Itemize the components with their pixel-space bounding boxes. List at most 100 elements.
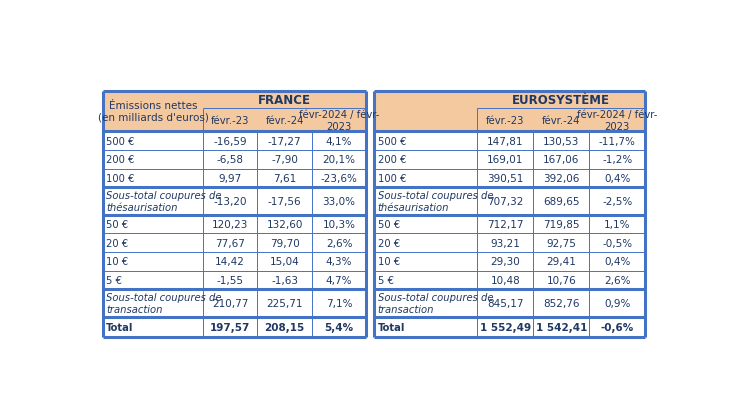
Bar — [374, 91, 645, 132]
Text: 689,65: 689,65 — [543, 197, 580, 207]
Bar — [103, 252, 366, 271]
Text: Émissions nettes
(en milliards d'euros): Émissions nettes (en milliards d'euros) — [98, 101, 208, 122]
Bar — [103, 290, 366, 317]
Bar — [103, 188, 366, 215]
Text: -23,6%: -23,6% — [320, 174, 358, 184]
Bar — [374, 234, 645, 252]
Text: 29,41: 29,41 — [546, 257, 576, 267]
Text: -1,63: -1,63 — [271, 275, 298, 285]
Text: 0,9%: 0,9% — [604, 298, 631, 308]
Text: 7,61: 7,61 — [273, 174, 296, 184]
Text: 167,06: 167,06 — [543, 155, 580, 165]
Text: Total: Total — [377, 322, 405, 332]
Text: 390,51: 390,51 — [487, 174, 523, 184]
Text: 0,4%: 0,4% — [604, 257, 631, 267]
Text: 5 €: 5 € — [377, 275, 393, 285]
Text: -11,7%: -11,7% — [599, 136, 636, 146]
Text: -1,55: -1,55 — [217, 275, 244, 285]
Text: févr-2024 / févr-
2023: févr-2024 / févr- 2023 — [577, 110, 658, 131]
Text: 707,32: 707,32 — [487, 197, 523, 207]
Text: -1,2%: -1,2% — [602, 155, 632, 165]
Bar — [374, 252, 645, 271]
Text: 33,0%: 33,0% — [323, 197, 356, 207]
Text: févr-2024 / févr-
2023: févr-2024 / févr- 2023 — [299, 110, 380, 131]
Text: 1,1%: 1,1% — [604, 219, 631, 229]
Bar — [374, 290, 645, 317]
Text: 132,60: 132,60 — [266, 219, 303, 229]
Text: 4,1%: 4,1% — [326, 136, 353, 146]
Text: 208,15: 208,15 — [264, 322, 305, 332]
Text: 197,57: 197,57 — [210, 322, 250, 332]
Text: 719,85: 719,85 — [543, 219, 580, 229]
Text: -0,5%: -0,5% — [602, 238, 632, 248]
Bar — [374, 151, 645, 169]
Bar — [103, 317, 366, 337]
Bar — [103, 271, 366, 290]
Text: févr.-23: févr.-23 — [211, 115, 250, 126]
Bar — [103, 132, 366, 151]
Text: févr.-24: févr.-24 — [266, 115, 304, 126]
Text: 130,53: 130,53 — [543, 136, 580, 146]
Text: 210,77: 210,77 — [212, 298, 248, 308]
Bar — [374, 132, 645, 151]
Text: 77,67: 77,67 — [215, 238, 245, 248]
Text: 20 €: 20 € — [107, 238, 128, 248]
Text: 169,01: 169,01 — [487, 155, 523, 165]
Text: 200 €: 200 € — [107, 155, 134, 165]
Text: 845,17: 845,17 — [487, 298, 523, 308]
Bar — [374, 317, 645, 337]
Text: -17,56: -17,56 — [268, 197, 301, 207]
Text: Sous-total coupures de
thésaurisation: Sous-total coupures de thésaurisation — [107, 191, 222, 212]
Text: 200 €: 200 € — [377, 155, 406, 165]
Text: FRANCE: FRANCE — [258, 94, 311, 107]
Text: 500 €: 500 € — [377, 136, 406, 146]
Text: -0,6%: -0,6% — [601, 322, 634, 332]
Text: 100 €: 100 € — [107, 174, 134, 184]
Bar — [374, 169, 645, 188]
Text: 79,70: 79,70 — [270, 238, 299, 248]
Text: 225,71: 225,71 — [266, 298, 303, 308]
Text: 2,6%: 2,6% — [604, 275, 631, 285]
Bar — [103, 169, 366, 188]
Bar — [374, 215, 645, 234]
Text: Sous-total coupures de
transaction: Sous-total coupures de transaction — [377, 292, 493, 314]
Text: 9,97: 9,97 — [218, 174, 242, 184]
Bar — [103, 151, 366, 169]
Text: 2,6%: 2,6% — [326, 238, 353, 248]
Bar — [374, 271, 645, 290]
Text: 5 €: 5 € — [107, 275, 122, 285]
Text: 120,23: 120,23 — [212, 219, 248, 229]
Bar — [103, 91, 366, 132]
Text: -2,5%: -2,5% — [602, 197, 632, 207]
Text: 500 €: 500 € — [107, 136, 134, 146]
Text: Total: Total — [107, 322, 134, 332]
Text: 392,06: 392,06 — [543, 174, 580, 184]
Text: 20 €: 20 € — [377, 238, 399, 248]
Text: EUROSYSTÈME: EUROSYSTÈME — [512, 94, 610, 107]
Text: 852,76: 852,76 — [543, 298, 580, 308]
Text: 147,81: 147,81 — [487, 136, 523, 146]
Text: 20,1%: 20,1% — [323, 155, 356, 165]
Text: 4,7%: 4,7% — [326, 275, 353, 285]
Text: 1 542,41: 1 542,41 — [536, 322, 587, 332]
Text: 5,4%: 5,4% — [325, 322, 354, 332]
Text: -16,59: -16,59 — [213, 136, 247, 146]
Text: 100 €: 100 € — [377, 174, 406, 184]
Text: -7,90: -7,90 — [272, 155, 298, 165]
Text: 92,75: 92,75 — [546, 238, 576, 248]
Text: -6,58: -6,58 — [217, 155, 244, 165]
Text: Sous-total coupures de
thésaurisation: Sous-total coupures de thésaurisation — [377, 191, 493, 212]
Text: févr.-24: févr.-24 — [542, 115, 580, 126]
Text: 7,1%: 7,1% — [326, 298, 353, 308]
Text: 10,76: 10,76 — [547, 275, 576, 285]
Text: 29,30: 29,30 — [491, 257, 520, 267]
Text: 10,3%: 10,3% — [323, 219, 356, 229]
Text: 10,48: 10,48 — [491, 275, 520, 285]
Text: 0,4%: 0,4% — [604, 174, 631, 184]
Text: 15,04: 15,04 — [270, 257, 299, 267]
Text: Sous-total coupures de
transaction: Sous-total coupures de transaction — [107, 292, 222, 314]
Text: 1 552,49: 1 552,49 — [480, 322, 531, 332]
Text: 50 €: 50 € — [377, 219, 399, 229]
Bar — [374, 188, 645, 215]
Text: 4,3%: 4,3% — [326, 257, 353, 267]
